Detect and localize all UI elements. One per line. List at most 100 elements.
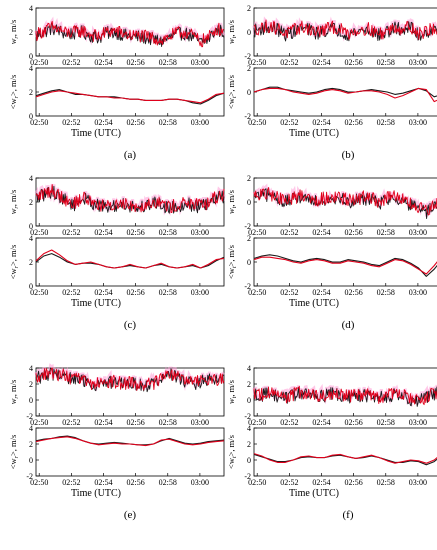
top-xtick-label: 02:58 — [377, 228, 395, 237]
top-ytick-label: -2 — [244, 52, 251, 61]
top-ytick-label: -2 — [26, 412, 33, 421]
top-xtick-label: 03:00 — [409, 58, 427, 67]
top-ytick-label: 2 — [247, 380, 251, 389]
ylabel-sub: r — [14, 95, 20, 98]
bottom-xtick-label: 03:00 — [409, 478, 427, 487]
bottom-ylabel: <wt>, m/s — [226, 435, 238, 469]
ylabel-unit: >, m/s — [8, 435, 18, 456]
bottom-series-red — [253, 453, 437, 464]
bottom-xtick-label: 02:50 — [30, 118, 48, 127]
top-xtick-label: 02:58 — [377, 58, 395, 67]
top-ytick-label: 2 — [247, 4, 251, 13]
bottom-series-red — [253, 256, 437, 275]
bottom-ytick-label: -2 — [244, 282, 251, 291]
bottom-series-red — [35, 90, 225, 104]
top-ytick-label: -2 — [244, 412, 251, 421]
ylabel-sub: r — [14, 206, 20, 209]
ylabel-var: w — [226, 38, 236, 44]
bottom-ytick-label: 0 — [247, 88, 251, 97]
bottom-ytick-label: 2 — [247, 234, 251, 243]
top-ytick-label: 0 — [247, 28, 251, 37]
ylabel-var: <w — [226, 97, 236, 109]
top-ytick-label: 4 — [29, 174, 33, 183]
top-xtick-label: 02:50 — [248, 418, 266, 427]
bottom-frame — [35, 427, 225, 477]
top-ylabel: wt, m/s — [226, 380, 238, 404]
panel-label: (d) — [342, 319, 355, 331]
bottom-ylabel: <wr>, m/s — [8, 435, 20, 470]
top-xtick-label: 02:54 — [312, 58, 330, 67]
panel-f: -2 0 2 402:50 02:52 02:54 02:56 02:58 03:00 wt, m… — [226, 364, 437, 521]
top-ytick-label: 2 — [247, 174, 251, 183]
bottom-ytick-label: 2 — [29, 440, 33, 449]
ylabel-unit: >, m/s — [8, 245, 18, 266]
ylabel-var: w — [226, 398, 236, 404]
top-xtick-label: 02:58 — [159, 228, 177, 237]
top-xtick-label: 02:54 — [312, 228, 330, 237]
bottom-xtick-label: 02:54 — [312, 478, 330, 487]
top-ylabel: wr, m/s — [8, 380, 20, 405]
bottom-xtick-label: 02:58 — [159, 478, 177, 487]
top-series-red — [35, 184, 225, 213]
bottom-xtick-label: 03:00 — [409, 288, 427, 297]
top-xtick-label: 02:54 — [94, 228, 112, 237]
bottom-ytick-label: 4 — [29, 424, 33, 433]
top-xtick-label: 02:58 — [377, 418, 395, 427]
ylabel-unit: , m/s — [8, 20, 18, 37]
bottom-ylabel: <wt>, m/s — [226, 245, 238, 279]
top-xtick-label: 02:56 — [345, 418, 363, 427]
ylabel-sub: t — [232, 456, 238, 458]
bottom-xtick-label: 02:58 — [377, 288, 395, 297]
bottom-xtick-label: 02:50 — [248, 288, 266, 297]
bottom-xtick-label: 02:50 — [30, 288, 48, 297]
bottom-ytick-label: 4 — [247, 424, 251, 433]
bottom-xtick-label: 03:00 — [191, 118, 209, 127]
bottom-ytick-label: 0 — [29, 456, 33, 465]
top-xtick-label: 02:52 — [280, 418, 298, 427]
x-axis-label: Time (UTC) — [289, 298, 339, 309]
bottom-xtick-label: 02:56 — [127, 118, 145, 127]
bottom-xtick-label: 03:00 — [409, 118, 427, 127]
top-ytick-label: 2 — [29, 380, 33, 389]
bottom-xtick-label: 02:58 — [159, 288, 177, 297]
bottom-ytick-label: 0 — [29, 112, 33, 121]
top-xtick-label: 02:54 — [94, 58, 112, 67]
top-xtick-label: 02:54 — [312, 418, 330, 427]
top-ytick-label: 0 — [29, 396, 33, 405]
bottom-xtick-label: 03:00 — [191, 478, 209, 487]
ylabel-sub: t — [232, 36, 238, 38]
bottom-ylabel: <wr>, m/s — [8, 75, 20, 110]
x-axis-label: Time (UTC) — [71, 128, 121, 139]
top-xtick-label: 03:00 — [409, 228, 427, 237]
ylabel-unit: >, m/s — [226, 245, 236, 266]
top-xtick-label: 02:54 — [94, 418, 112, 427]
ylabel-var: <w — [8, 268, 18, 280]
top-xtick-label: 03:00 — [191, 418, 209, 427]
top-xtick-label: 02:50 — [248, 58, 266, 67]
top-xtick-label: 02:56 — [127, 228, 145, 237]
bottom-xtick-label: 02:58 — [159, 118, 177, 127]
top-xtick-label: 02:50 — [30, 228, 48, 237]
ylabel-sub: r — [14, 36, 20, 39]
bottom-xtick-label: 02:54 — [94, 118, 112, 127]
top-xtick-label: 02:58 — [159, 418, 177, 427]
bottom-series-black — [253, 254, 437, 277]
ylabel-var: w — [226, 208, 236, 214]
bottom-xtick-label: 02:54 — [94, 288, 112, 297]
top-xtick-label: 02:56 — [127, 418, 145, 427]
ylabel-var: <w — [226, 267, 236, 279]
bottom-xtick-label: 02:54 — [312, 118, 330, 127]
top-series-red — [253, 187, 437, 216]
ylabel-unit: , m/s — [226, 20, 236, 37]
top-xtick-label: 02:52 — [62, 228, 80, 237]
top-series-red — [35, 367, 225, 391]
bottom-ytick-label: 0 — [247, 456, 251, 465]
bottom-xtick-label: 03:00 — [191, 288, 209, 297]
x-axis-label: Time (UTC) — [289, 488, 339, 499]
panel-label: (e) — [124, 509, 137, 521]
bottom-series-red — [35, 249, 225, 269]
top-ytick-label: 0 — [247, 396, 251, 405]
